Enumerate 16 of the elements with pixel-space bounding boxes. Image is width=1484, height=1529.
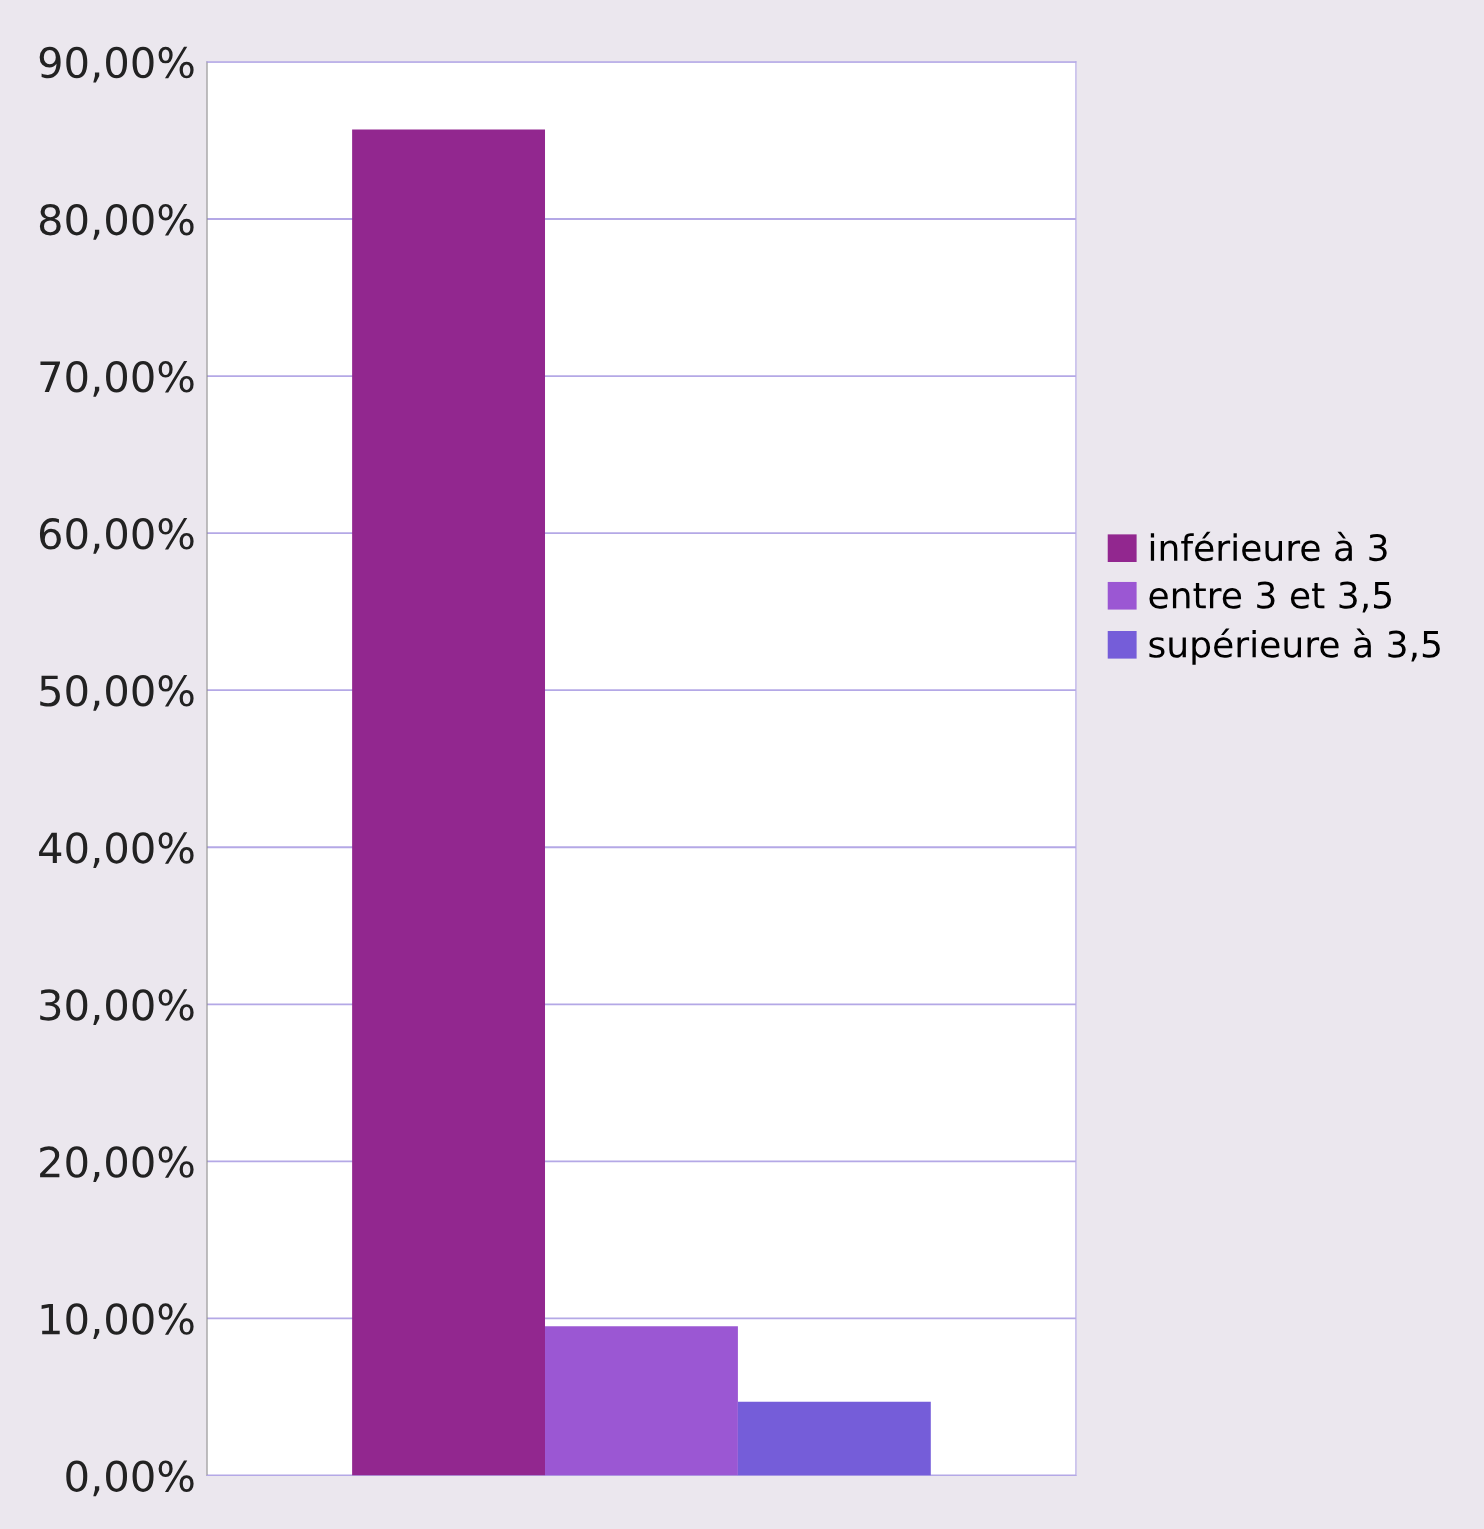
y-tick-label: 90,00% — [39, 46, 194, 83]
bar — [352, 129, 546, 1476]
y-tick-label: 10,00% — [41, 1303, 194, 1340]
y-tick-label: 30,00% — [40, 989, 194, 1025]
y-tick-label: 50,00% — [40, 675, 194, 711]
bar — [737, 1401, 931, 1476]
y-tick-label: 20,00% — [40, 1146, 194, 1183]
y-tick-label: 80,00% — [39, 203, 194, 240]
y-tick-label: 60,00% — [39, 518, 194, 554]
y-tick-label: 40,00% — [39, 832, 194, 868]
y-tick-label: 0,00% — [66, 1460, 194, 1497]
y-tick-label: 70,00% — [40, 360, 194, 397]
legend-label: entre 3 et 3,5 — [1149, 581, 1392, 613]
legend-label: inférieure à 3 — [1150, 531, 1387, 562]
bar — [545, 1326, 738, 1476]
legend-label: supérieure à 3,5 — [1149, 628, 1440, 665]
